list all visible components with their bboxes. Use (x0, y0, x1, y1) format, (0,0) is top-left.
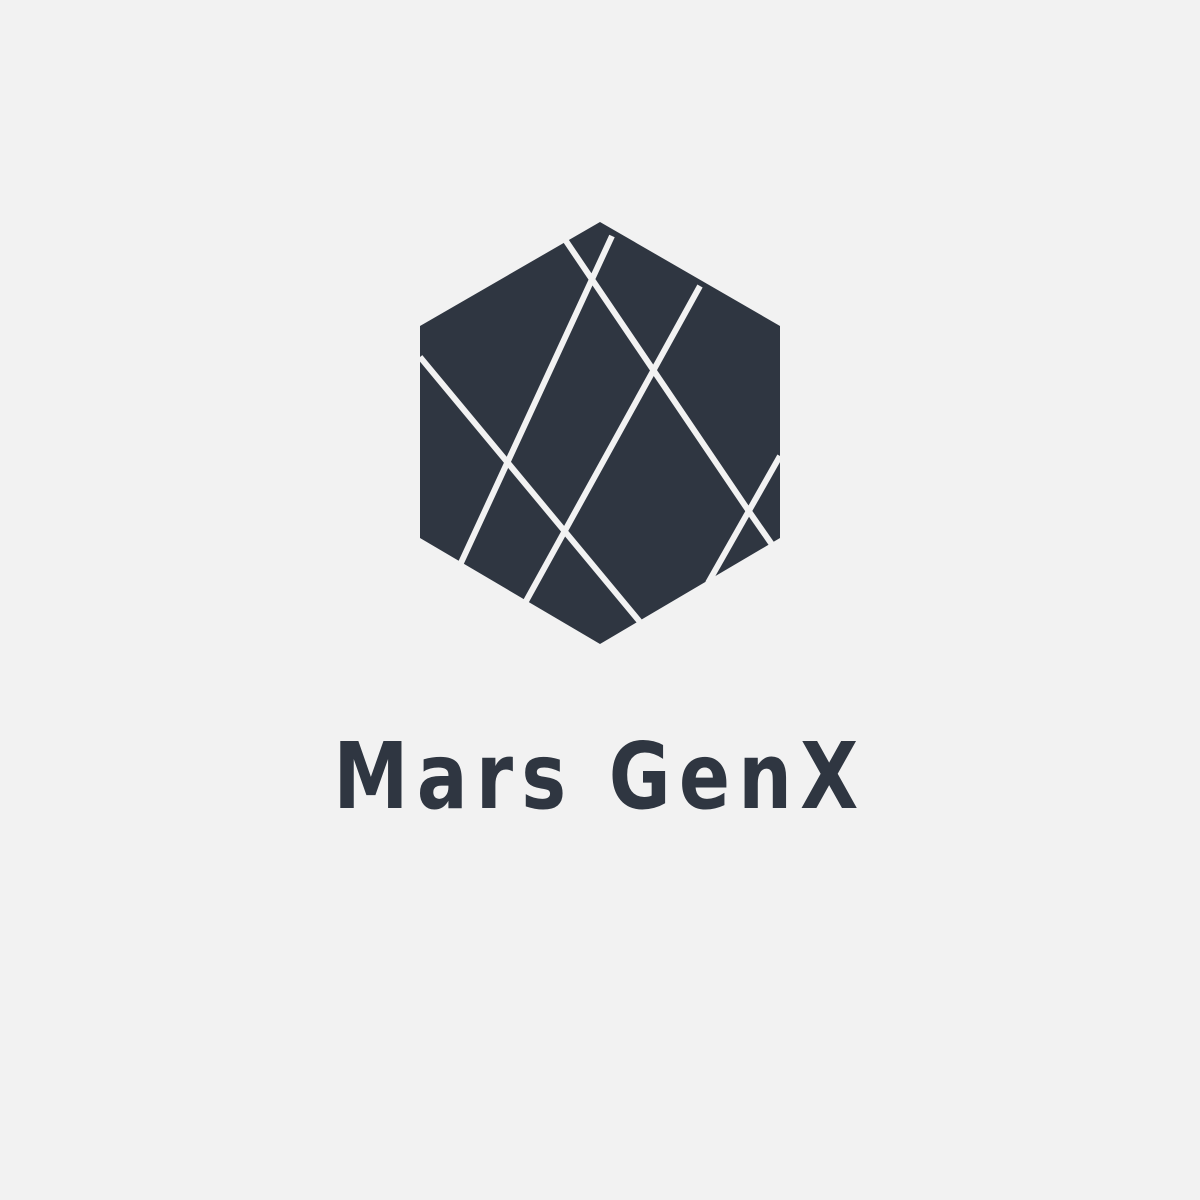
hexagon-shape (420, 222, 780, 644)
facet-cut-lines (417, 234, 783, 624)
brand-name: Mars GenX (333, 723, 867, 830)
